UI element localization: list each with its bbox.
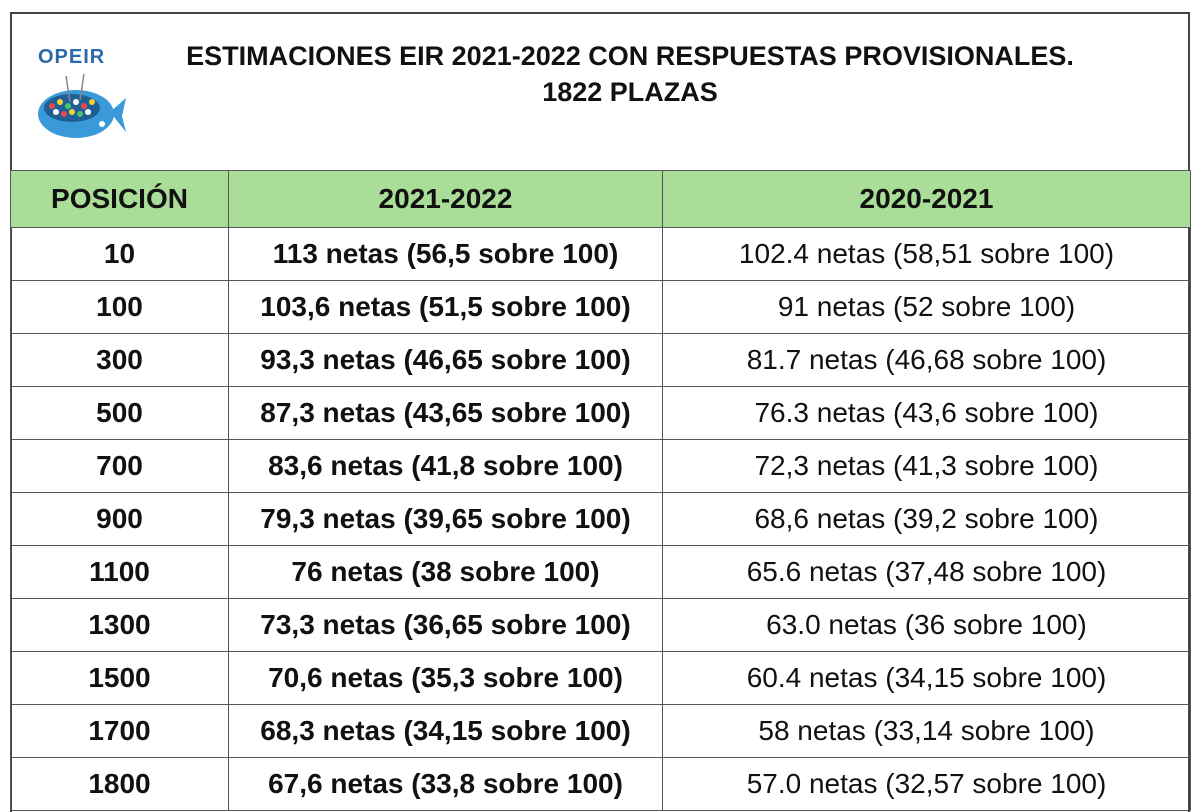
estimations-table: POSICIÓN 2021-2022 2020-2021 10 113 neta… [10,170,1191,811]
previous-year-cell: 57.0 netas (32,57 sobre 100) [662,757,1191,811]
title-line-1: ESTIMACIONES EIR 2021-2022 CON RESPUESTA… [186,41,1074,71]
current-year-cell: 70,6 netas (35,3 sobre 100) [228,651,663,705]
table-row: 300 93,3 netas (46,65 sobre 100) 81.7 ne… [10,333,1191,387]
previous-year-cell: 102.4 netas (58,51 sobre 100) [662,227,1191,281]
table-row: 500 87,3 netas (43,65 sobre 100) 76.3 ne… [10,386,1191,440]
position-cell: 1500 [10,651,229,705]
position-cell: 1700 [10,704,229,758]
table-row: 1300 73,3 netas (36,65 sobre 100) 63.0 n… [10,598,1191,652]
position-cell: 100 [10,280,229,334]
header-2020-2021: 2020-2021 [662,170,1191,228]
current-year-cell: 87,3 netas (43,65 sobre 100) [228,386,663,440]
title-line-2: 1822 PLAZAS [542,77,718,107]
header-2021-2022: 2021-2022 [228,170,663,228]
previous-year-cell: 76.3 netas (43,6 sobre 100) [662,386,1191,440]
position-cell: 1300 [10,598,229,652]
table-row: 100 103,6 netas (51,5 sobre 100) 91 neta… [10,280,1191,334]
table-row: 900 79,3 netas (39,65 sobre 100) 68,6 ne… [10,492,1191,546]
position-cell: 1100 [10,545,229,599]
table-row: 1100 76 netas (38 sobre 100) 65.6 netas … [10,545,1191,599]
current-year-cell: 68,3 netas (34,15 sobre 100) [228,704,663,758]
current-year-cell: 83,6 netas (41,8 sobre 100) [228,439,663,493]
fish-game-icon [38,73,126,138]
table-row: 700 83,6 netas (41,8 sobre 100) 72,3 net… [10,439,1191,493]
table-row: 1700 68,3 netas (34,15 sobre 100) 58 net… [10,704,1191,758]
current-year-cell: 103,6 netas (51,5 sobre 100) [228,280,663,334]
page-title: ESTIMACIONES EIR 2021-2022 CON RESPUESTA… [130,38,1130,110]
previous-year-cell: 81.7 netas (46,68 sobre 100) [662,333,1191,387]
table-row: 1800 67,6 netas (33,8 sobre 100) 57.0 ne… [10,757,1191,811]
current-year-cell: 79,3 netas (39,65 sobre 100) [228,492,663,546]
current-year-cell: 76 netas (38 sobre 100) [228,545,663,599]
header-position: POSICIÓN [10,170,229,228]
previous-year-cell: 68,6 netas (39,2 sobre 100) [662,492,1191,546]
table-row: 10 113 netas (56,5 sobre 100) 102.4 neta… [10,227,1191,281]
position-cell: 1800 [10,757,229,811]
current-year-cell: 67,6 netas (33,8 sobre 100) [228,757,663,811]
previous-year-cell: 72,3 netas (41,3 sobre 100) [662,439,1191,493]
logo-text: OPEIR [38,46,106,68]
previous-year-cell: 63.0 netas (36 sobre 100) [662,598,1191,652]
header: OPEIR ESTIMACIONES EIR 2021-2022 CON RES… [10,12,1190,170]
position-cell: 700 [10,439,229,493]
current-year-cell: 73,3 netas (36,65 sobre 100) [228,598,663,652]
position-cell: 10 [10,227,229,281]
table-header-row: POSICIÓN 2021-2022 2020-2021 [10,170,1191,228]
previous-year-cell: 65.6 netas (37,48 sobre 100) [662,545,1191,599]
current-year-cell: 113 netas (56,5 sobre 100) [228,227,663,281]
previous-year-cell: 91 netas (52 sobre 100) [662,280,1191,334]
table-row: 1500 70,6 netas (35,3 sobre 100) 60.4 ne… [10,651,1191,705]
position-cell: 500 [10,386,229,440]
previous-year-cell: 58 netas (33,14 sobre 100) [662,704,1191,758]
previous-year-cell: 60.4 netas (34,15 sobre 100) [662,651,1191,705]
position-cell: 300 [10,333,229,387]
position-cell: 900 [10,492,229,546]
current-year-cell: 93,3 netas (46,65 sobre 100) [228,333,663,387]
opeir-logo: OPEIR [36,42,132,150]
